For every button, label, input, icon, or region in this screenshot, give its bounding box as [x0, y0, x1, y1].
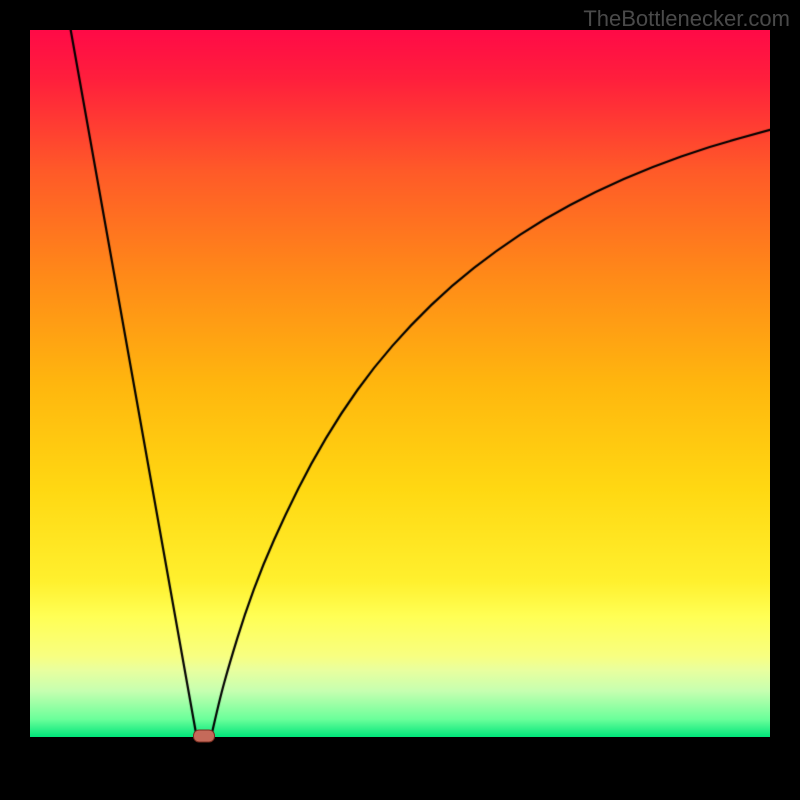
chart-frame: TheBottlenecker.com [0, 0, 800, 800]
frame-border-left [0, 0, 30, 800]
min-marker [193, 729, 215, 742]
plot-area [30, 30, 770, 770]
curve-canvas [30, 30, 770, 770]
frame-border-right [770, 0, 800, 800]
watermark-text: TheBottlenecker.com [583, 6, 790, 32]
frame-border-bottom [0, 770, 800, 800]
